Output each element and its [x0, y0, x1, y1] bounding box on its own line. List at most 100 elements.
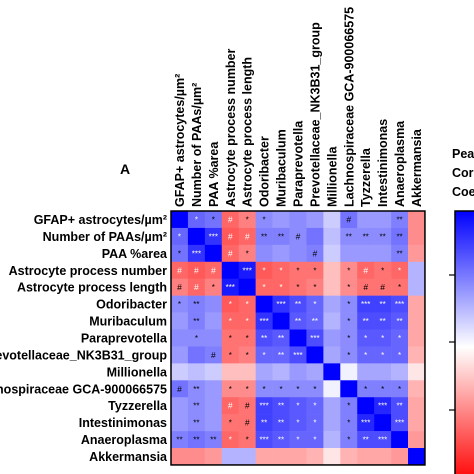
heatmap-cell [323, 414, 341, 432]
cell-significance-label: ** [363, 317, 369, 326]
heatmap-cell [171, 211, 189, 229]
cell-significance-label: ** [261, 334, 267, 343]
heatmap-cell [221, 211, 240, 229]
heatmap-cell [357, 329, 375, 347]
cell-significance-label: *** [226, 283, 235, 292]
heatmap-cell [255, 329, 273, 347]
column-label: Number of PAAs/µm² [190, 83, 204, 207]
cell-significance-label: ** [380, 300, 386, 309]
cell-significance-label: * [313, 419, 316, 428]
heatmap-cell [272, 295, 290, 313]
cell-significance-label: *** [395, 419, 404, 428]
cell-significance-label: ** [396, 317, 402, 326]
heatmap-cell [289, 295, 307, 313]
heatmap-cell [340, 380, 358, 398]
heatmap-cell [238, 397, 256, 415]
heatmap-cell [374, 380, 392, 398]
column-label: GFAP+ astrocytes/µm² [173, 74, 187, 207]
legend-title-line-1: Pears [452, 147, 474, 161]
heatmap-cell [374, 227, 392, 246]
heatmap-cell [408, 346, 426, 364]
cell-significance-label: # [177, 384, 182, 394]
cell-significance-label: * [296, 283, 299, 292]
cell-significance-label: * [246, 300, 249, 309]
heatmap-cell [238, 431, 256, 449]
heatmap-cell [408, 261, 426, 280]
cell-significance-label: # [296, 231, 301, 241]
heatmap-cell [357, 211, 375, 229]
heatmap-cells: * * # * * # *** *** # # ** ** # ** ** ** *** *** # * # **# # # *… [171, 211, 426, 466]
heatmap-cell [289, 448, 307, 466]
cell-significance-label: * [381, 385, 384, 394]
heatmap-cell [171, 397, 189, 415]
cell-significance-label: * [229, 317, 232, 326]
heatmap-border [170, 210, 426, 466]
cell-significance-label: *** [361, 419, 370, 428]
heatmap-cell [323, 211, 341, 229]
cell-significance-label: * [381, 351, 384, 360]
heatmap-cell [171, 346, 189, 364]
row-label: Lachnospiraceae GCA-900066575 [0, 382, 167, 396]
cell-significance-label: * [263, 266, 266, 275]
column-label: Astrocyte process length [241, 57, 255, 207]
heatmap-cell [340, 448, 358, 466]
heatmap-cell [340, 295, 358, 313]
cell-significance-label: * [381, 334, 384, 343]
heatmap-cell [204, 312, 223, 330]
heatmap-cell [289, 329, 307, 347]
heatmap-cell [272, 261, 290, 280]
cell-significance-label: ** [193, 300, 199, 309]
heatmap-cell [391, 448, 409, 466]
heatmap-cell [306, 431, 324, 449]
column-labels: GFAP+ astrocytes/µm² Number of PAAs/µm² PA… [173, 7, 424, 207]
heatmap-cell [238, 227, 256, 246]
cell-significance-label: ** [363, 232, 369, 241]
row-label: Intestinimonas [79, 416, 167, 430]
cell-significance-label: # [363, 282, 368, 292]
row-label: PAA %area [102, 247, 168, 261]
row-label: Anaeroplasma [81, 433, 168, 447]
cell-significance-label: # [228, 214, 233, 224]
heatmap-cell [187, 363, 206, 381]
heatmap-cell [255, 448, 273, 466]
heatmap-cell [391, 312, 409, 330]
row-label: Prevotellaceae_NK3B31_group [0, 348, 167, 362]
cell-significance-label: * [313, 385, 316, 394]
cell-significance-label: * [279, 266, 282, 275]
heatmap-cell [408, 227, 426, 246]
heatmap-cell [238, 295, 256, 313]
heatmap-cell [204, 431, 223, 449]
heatmap-cell [306, 278, 324, 296]
cell-significance-label: * [398, 351, 401, 360]
cell-significance-label: * [296, 402, 299, 411]
heatmap-cell [323, 329, 341, 347]
row-labels: GFAP+ astrocytes/µm² Number of PAAs/µm² PA… [0, 213, 168, 464]
cell-significance-label: *** [361, 300, 370, 309]
heatmap-cell [187, 380, 206, 398]
heatmap-cell [171, 329, 189, 347]
cell-significance-label: ** [396, 402, 402, 411]
heatmap-cell [272, 278, 290, 296]
heatmap-cell [171, 448, 189, 466]
heatmap-cell [255, 363, 273, 381]
heatmap-cell [272, 380, 290, 398]
heatmap-cell [340, 211, 358, 229]
cell-significance-label: * [229, 334, 232, 343]
heatmap-cell [340, 312, 358, 330]
cell-significance-label: * [364, 351, 367, 360]
heatmap-cell [306, 397, 324, 415]
heatmap-cell [357, 448, 375, 466]
heatmap-cell [187, 329, 206, 347]
heatmap-cell [255, 397, 273, 415]
cell-significance-label: # [245, 401, 250, 411]
cell-significance-label: * [364, 334, 367, 343]
cell-significance-label: ** [193, 419, 199, 428]
heatmap-cell [238, 380, 256, 398]
heatmap-cell [289, 363, 307, 381]
cell-significance-label: ** [193, 385, 199, 394]
heatmap-cell [171, 312, 189, 330]
cell-significance-label: ** [278, 351, 284, 360]
heatmap-cell [374, 312, 392, 330]
cell-significance-label: ** [210, 436, 216, 445]
